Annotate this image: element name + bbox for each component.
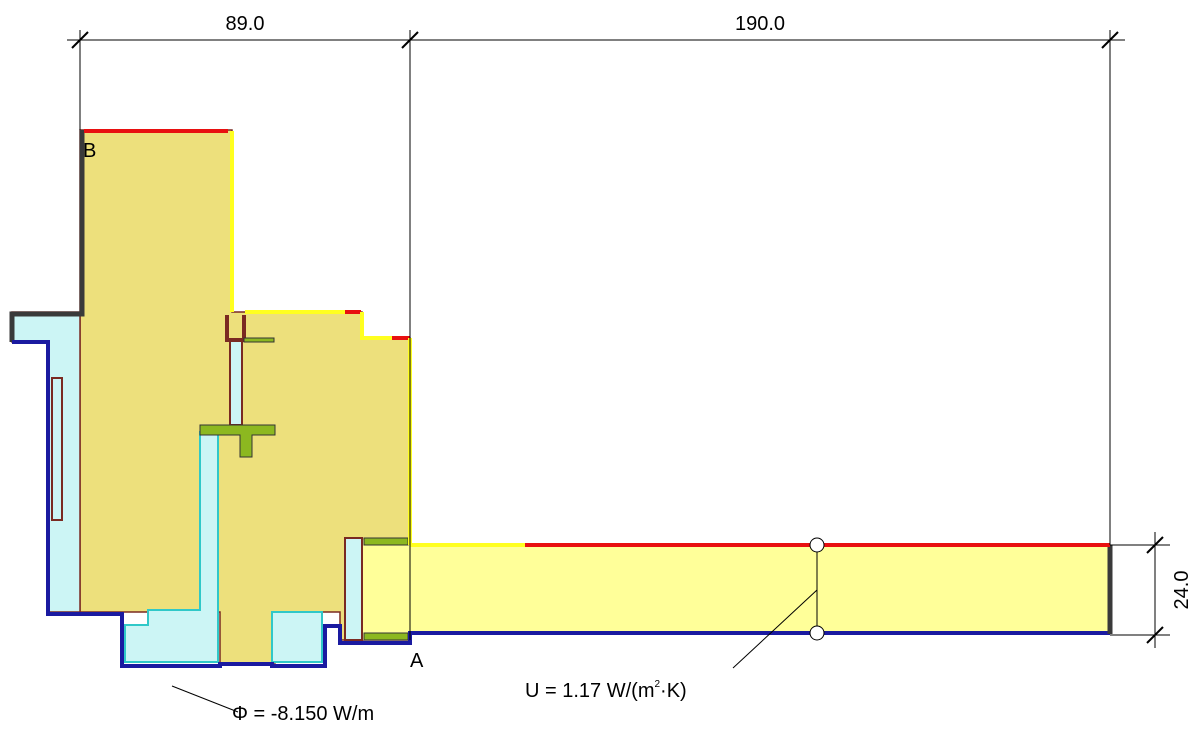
- u-suffix: ·K): [660, 680, 687, 702]
- u-prefix: U = 1.17 W/(m: [525, 680, 654, 702]
- point-label: B: [83, 140, 96, 162]
- point-label: A: [410, 650, 424, 672]
- edge-block: [344, 537, 363, 641]
- exterior-edge: [12, 340, 1110, 668]
- dimension-label: 24.0: [1171, 571, 1193, 610]
- green-bottom: [363, 632, 409, 641]
- marker: [809, 537, 825, 553]
- u-value-label: U = 1.17 W/(m2·K): [525, 679, 687, 702]
- inner-tube: [229, 339, 243, 426]
- left-strip: [51, 377, 63, 521]
- dimension-label: 89.0: [226, 13, 265, 35]
- yellow-edge: [360, 312, 392, 340]
- adiabatic-edge: [9, 130, 85, 342]
- dimensions: [67, 30, 1170, 713]
- bottom-profile-right: [271, 611, 323, 663]
- u-clip: [225, 315, 246, 342]
- small-plate: [243, 337, 275, 343]
- u-sup: 2: [654, 679, 660, 690]
- marker: [809, 625, 825, 641]
- slab-edge: [362, 540, 410, 640]
- green-top: [363, 537, 409, 546]
- dimension-label: 190.0: [735, 13, 785, 35]
- heat-flow-label: Φ = -8.150 W/m: [232, 703, 374, 725]
- t-profile: [199, 424, 276, 458]
- slab: [410, 545, 1110, 635]
